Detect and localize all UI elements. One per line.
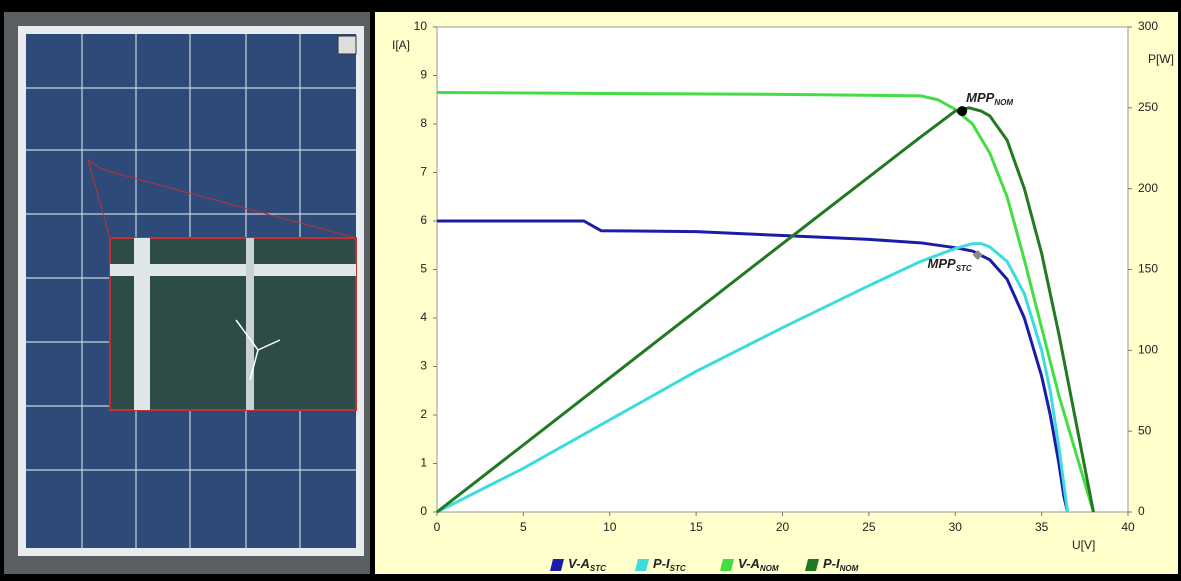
- legend-label-subscript: STC: [670, 564, 686, 573]
- legend-label-text: P-I: [823, 556, 840, 571]
- y-tick-label: 9: [420, 68, 427, 82]
- x-tick-label: 30: [949, 520, 963, 534]
- x-tick-label: 0: [434, 520, 441, 534]
- annotation: MPPNOM: [966, 91, 1013, 108]
- annotation-subscript: STC: [956, 264, 972, 273]
- inset-busbar: [110, 264, 356, 276]
- annotation-text: MPP: [966, 91, 995, 106]
- legend-swatch: [635, 559, 649, 571]
- legend-label-text: V-A: [568, 556, 590, 571]
- annotation: MPPSTC: [928, 256, 972, 273]
- y-tick-label: 6: [420, 213, 427, 227]
- y-tick-label: 10: [414, 19, 428, 33]
- y2-tick-label: 100: [1138, 343, 1158, 357]
- panel-photo: [4, 12, 370, 574]
- y2-tick-label: 0: [1138, 504, 1145, 518]
- series-line: [436, 106, 1095, 514]
- legend-label: V-ANOM: [738, 556, 779, 573]
- legend-label: V-ASTC: [568, 556, 606, 573]
- crack: [235, 319, 281, 381]
- x-tick-label: 25: [862, 520, 876, 534]
- y-tick-label: 5: [420, 262, 427, 276]
- y2-tick-label: 200: [1138, 181, 1158, 195]
- legend-label: P-INOM: [823, 556, 859, 573]
- legend-label-text: V-A: [738, 556, 760, 571]
- y-axis-label: I[A]: [392, 38, 410, 52]
- mpp-marker: [957, 106, 968, 117]
- legend-label: P-ISTC: [653, 556, 686, 573]
- y2-tick-label: 300: [1138, 19, 1158, 33]
- legend-swatch: [805, 559, 819, 571]
- inset-busbar: [134, 238, 150, 410]
- x-tick-label: 20: [776, 520, 790, 534]
- y-tick-label: 8: [420, 116, 427, 130]
- series-line: [436, 90, 1095, 513]
- legend-label-subscript: NOM: [840, 564, 859, 573]
- annotation-text: MPP: [928, 256, 957, 271]
- y2-axis-label: P[W]: [1148, 52, 1174, 66]
- junction-box: [337, 35, 357, 55]
- x-tick-label: 5: [520, 520, 527, 534]
- series-line: [437, 219, 1069, 513]
- legend-label-subscript: STC: [590, 564, 606, 573]
- x-axis-label: U[V]: [1072, 538, 1095, 552]
- mpp-marker: [972, 249, 983, 260]
- y2-tick-label: 250: [1138, 100, 1158, 114]
- x-tick-label: 10: [603, 520, 617, 534]
- x-tick-label: 35: [1035, 520, 1049, 534]
- y2-tick-label: 50: [1138, 423, 1152, 437]
- x-tick-label: 15: [689, 520, 703, 534]
- y-tick-label: 0: [420, 504, 427, 518]
- y-tick-label: 1: [420, 456, 427, 470]
- y-tick-label: 2: [420, 407, 427, 421]
- y-tick-label: 4: [420, 310, 427, 324]
- legend-swatch: [720, 559, 734, 571]
- inset-busbar: [246, 238, 254, 410]
- plot-area: [436, 26, 1129, 513]
- annotation-subscript: NOM: [994, 98, 1013, 107]
- legend-label-subscript: NOM: [760, 564, 779, 573]
- x-tick-label: 40: [1121, 520, 1135, 534]
- series-line: [436, 242, 1070, 514]
- legend-swatch: [550, 559, 564, 571]
- y-tick-label: 7: [420, 165, 427, 179]
- y2-tick-label: 150: [1138, 262, 1158, 276]
- legend-label-text: P-I: [653, 556, 670, 571]
- y-tick-label: 3: [420, 359, 427, 373]
